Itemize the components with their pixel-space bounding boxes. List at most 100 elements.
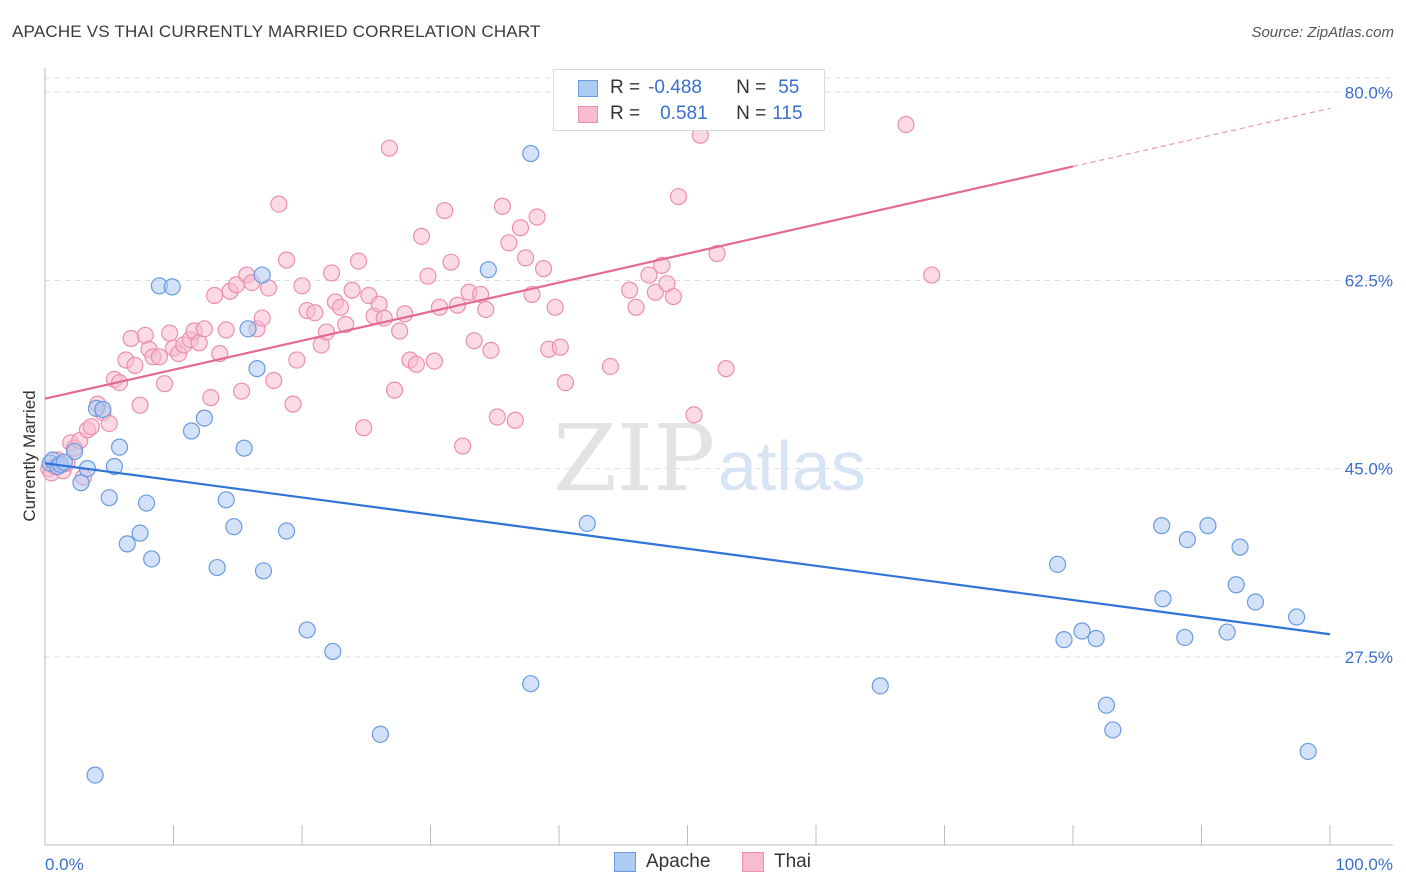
thai-point: [343, 281, 361, 299]
thai-point: [556, 374, 575, 392]
apache-point: [65, 442, 84, 461]
thai-point: [233, 382, 251, 400]
apache-point: [118, 535, 136, 553]
apache-point: [105, 457, 123, 476]
thai-point: [511, 219, 530, 237]
n-value: 115: [772, 103, 803, 124]
apache-trendline: [44, 462, 1331, 636]
thai-point: [646, 283, 664, 301]
x-tick-labels: 0.0% 100.0%: [45, 855, 1393, 874]
thai-point: [385, 381, 404, 399]
thai-point: [493, 197, 512, 215]
y-tick-label: 27.5%: [1345, 648, 1393, 667]
apache-point: [182, 422, 201, 440]
thai-point: [202, 389, 220, 407]
apache-swatch: [578, 79, 598, 97]
thai-point: [685, 406, 703, 424]
n-label: N =: [736, 77, 767, 98]
apache-point: [871, 677, 889, 695]
thai-point: [717, 360, 735, 378]
thai-point: [528, 208, 546, 226]
thai-point: [546, 298, 564, 316]
apache-series: [41, 144, 1317, 784]
legend-item-thai[interactable]: Thai: [742, 851, 811, 873]
legend-row-apache: R = -0.488 N = 55: [578, 75, 799, 101]
r-value: 0.581: [660, 103, 708, 124]
r-label: R =: [610, 77, 641, 98]
thai-point: [664, 287, 682, 306]
legend-item-apache[interactable]: Apache: [614, 851, 710, 873]
thai-point: [923, 266, 941, 284]
thai-point: [897, 115, 915, 134]
apache-point: [1227, 576, 1245, 594]
thai-point: [349, 252, 368, 270]
thai-point: [284, 395, 302, 413]
thai-point: [322, 264, 341, 282]
thai-point: [425, 352, 443, 370]
thai-series: [40, 115, 941, 486]
x-tick-label-min: 0.0%: [45, 855, 84, 874]
y-tick-labels: 27.5% 45.0% 62.5% 80.0%: [1345, 83, 1393, 667]
thai-point: [277, 251, 296, 269]
apache-point: [1073, 622, 1091, 640]
thai-point: [621, 281, 639, 299]
thai-point: [82, 418, 100, 436]
apache-point: [1104, 721, 1122, 739]
apache-point: [1055, 631, 1073, 649]
thai-point: [206, 286, 224, 305]
thai-point: [669, 187, 688, 206]
apache-point: [217, 491, 235, 509]
apache-point: [1048, 555, 1067, 573]
thai-point: [419, 267, 437, 285]
apache-point: [1153, 517, 1171, 535]
thai-point: [551, 338, 569, 356]
thai-point: [477, 300, 495, 319]
thai-point: [488, 408, 506, 426]
n-label: N =: [736, 103, 767, 124]
thai-point: [627, 298, 645, 316]
apache-point: [522, 675, 540, 693]
thai-trendline: [44, 165, 1074, 400]
apache-point: [1287, 608, 1306, 626]
thai-point: [217, 321, 235, 339]
thai-point: [500, 234, 518, 252]
apache-point: [1246, 593, 1265, 611]
apache-legend-label: Apache: [646, 851, 711, 872]
apache-point: [324, 642, 342, 661]
apache-point: [94, 400, 112, 419]
thai-point: [601, 357, 620, 376]
apache-point: [208, 558, 226, 577]
apache-point: [195, 409, 213, 427]
apache-point: [1299, 742, 1317, 761]
watermark-atlas: atlas: [718, 427, 866, 505]
apache-point: [1178, 531, 1196, 549]
apache-point: [298, 621, 316, 639]
x-ticks: [44, 825, 1331, 845]
thai-point: [534, 260, 553, 278]
n-value: 55: [778, 77, 800, 98]
thai-point: [391, 322, 409, 340]
source-label: Source: ZipAtlas.com: [1251, 24, 1394, 41]
series-legend: Apache Thai: [0, 851, 1406, 877]
y-tick-label: 45.0%: [1345, 460, 1393, 479]
thai-point: [640, 266, 658, 284]
apache-point: [254, 562, 273, 580]
thai-point: [122, 329, 140, 348]
watermark-zip: ZIP: [553, 405, 715, 512]
trend-lines: [44, 107, 1331, 636]
apache-point: [248, 360, 266, 378]
apache-point: [131, 524, 149, 542]
apache-point: [371, 725, 389, 743]
thai-point: [412, 227, 431, 245]
thai-point: [100, 414, 118, 433]
apache-point: [225, 518, 243, 536]
thai-point: [337, 315, 355, 334]
thai-point: [306, 304, 324, 322]
thai-point: [288, 351, 306, 369]
apache-point: [235, 439, 253, 457]
apache-point: [100, 489, 118, 507]
thai-point: [126, 356, 144, 374]
apache-point: [72, 474, 90, 492]
thai-legend-label: Thai: [774, 851, 811, 872]
apache-point: [239, 320, 257, 338]
